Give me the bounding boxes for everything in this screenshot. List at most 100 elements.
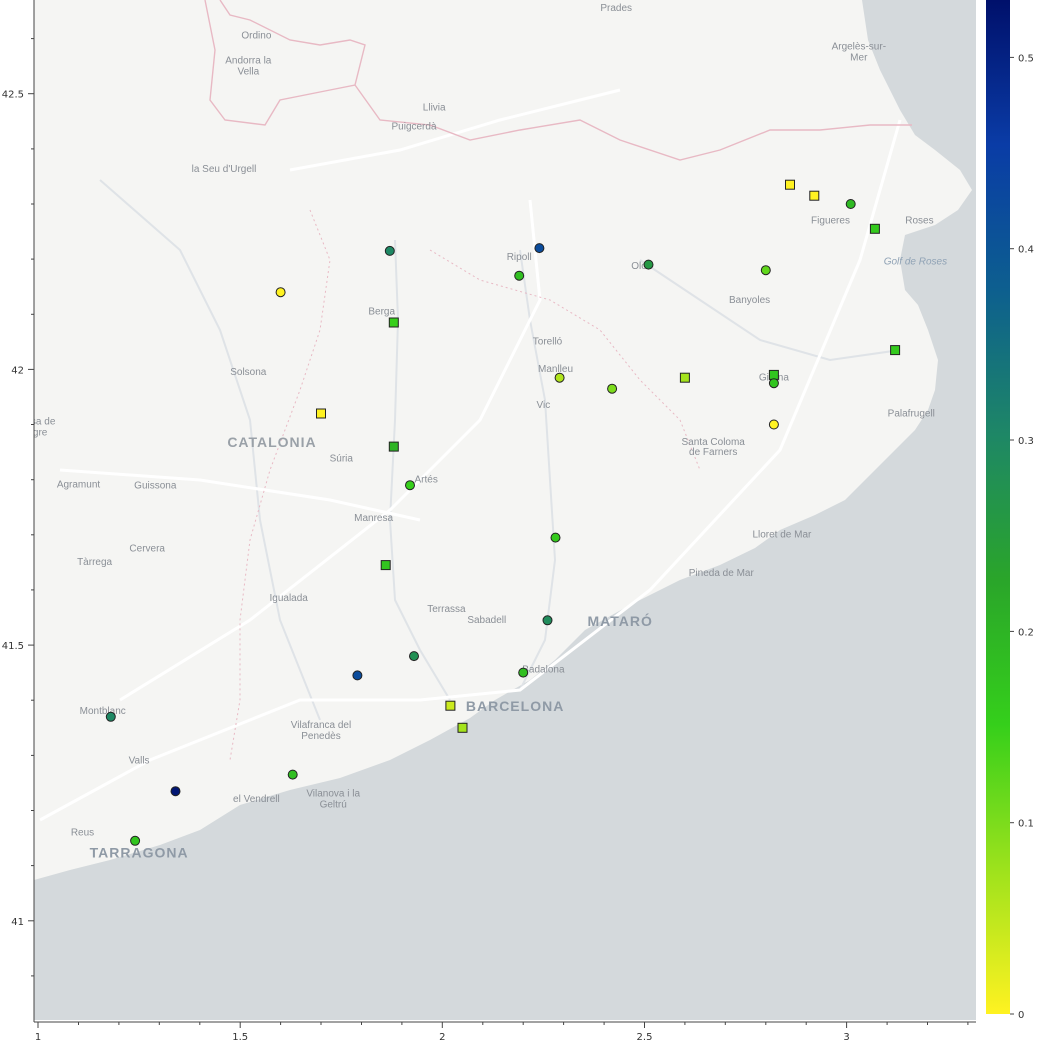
colorbar-tick-label: 0.5 (1018, 53, 1034, 64)
place-label: Tàrrega (77, 557, 112, 568)
station-marker-square[interactable] (768, 369, 779, 380)
station-marker-circle[interactable] (542, 615, 553, 626)
colorbar-tick-label: 0.4 (1018, 245, 1034, 256)
place-label: Artesa de (13, 417, 56, 428)
place-label: el Vendrell (233, 794, 280, 805)
station-marker-square[interactable] (785, 179, 795, 190)
place-label: Vic (537, 400, 551, 411)
colorbar-tick-label: 0.3 (1018, 436, 1034, 447)
station-marker-circle[interactable] (845, 199, 856, 209)
station-marker-circle[interactable] (287, 769, 298, 780)
station-marker-square[interactable] (316, 408, 326, 419)
station-marker-circle[interactable] (768, 419, 779, 430)
station-marker-square[interactable] (809, 190, 820, 201)
place-label: Vella (237, 66, 259, 77)
colorbar-tick-label: 0.2 (1018, 627, 1034, 638)
station-marker-square[interactable] (380, 560, 391, 571)
station-marker-square[interactable] (445, 700, 456, 711)
place-label: Guissona (134, 481, 177, 492)
station-marker-square[interactable] (679, 372, 690, 383)
place-label: Prades (600, 3, 632, 14)
station-marker-circle[interactable] (534, 243, 545, 254)
land-area (34, 0, 972, 880)
place-label: Pineda de Mar (689, 568, 755, 579)
place-label: Manresa (354, 513, 393, 524)
station-marker-square[interactable] (388, 441, 399, 452)
place-label: Manlleu (538, 364, 573, 375)
place-label: de Farners (689, 447, 737, 458)
place-label: TARRAGONA (90, 844, 189, 860)
y-tick-label: 41.5 (2, 641, 24, 652)
station-marker-circle[interactable] (760, 265, 771, 276)
place-label: Argelès-sur- (832, 42, 886, 53)
station-marker-circle[interactable] (384, 245, 395, 256)
x-tick-label: 1.5 (232, 1032, 248, 1043)
place-label: Montblanc (80, 706, 126, 717)
place-label: Puigcerdà (391, 122, 436, 133)
place-label: Andorra la (225, 55, 272, 66)
place-label: Artés (415, 474, 438, 485)
place-label: Segre (21, 428, 48, 439)
place-label: BARCELONA (466, 698, 564, 714)
place-label: Solsona (230, 367, 267, 378)
station-marker-circle[interactable] (643, 259, 654, 270)
place-label: Banyoles (729, 295, 770, 306)
station-marker-square[interactable] (890, 345, 901, 356)
place-label: Valls (129, 756, 150, 767)
place-label: Terrassa (427, 604, 466, 615)
place-label: Igualada (270, 593, 309, 604)
station-marker-circle[interactable] (130, 835, 141, 846)
station-marker-circle[interactable] (105, 711, 116, 722)
place-label: Olot (631, 261, 650, 272)
place-label: Roses (905, 215, 933, 226)
x-tick-label: 1 (35, 1032, 41, 1043)
place-label: Cervera (129, 543, 165, 554)
station-marker-circle[interactable] (409, 651, 419, 662)
station-marker-circle[interactable] (518, 667, 529, 678)
station-marker-circle[interactable] (405, 480, 415, 491)
place-label: Súria (330, 454, 354, 465)
road-network (39, 88, 902, 822)
station-marker-circle[interactable] (768, 378, 779, 389)
place-label: Reus (71, 827, 94, 838)
y-tick-label: 41 (11, 917, 24, 928)
place-label: Ripoll (507, 252, 532, 263)
national-border (204, 0, 912, 161)
place-label: Vilafranca del (291, 720, 351, 731)
province-border (229, 209, 701, 761)
station-marker-circle[interactable] (170, 786, 181, 797)
place-label: Figueres (811, 215, 850, 226)
station-marker-square[interactable] (869, 223, 880, 234)
place-label: Llivia (423, 102, 446, 113)
station-marker-circle[interactable] (352, 670, 363, 681)
y-tick-label: 42 (11, 365, 24, 376)
station-marker-square[interactable] (388, 317, 399, 328)
station-marker-circle[interactable] (514, 270, 525, 281)
place-label: Ordino (241, 31, 271, 42)
place-label: Vilanova i la (306, 789, 360, 800)
x-tick-label: 2 (439, 1032, 445, 1043)
station-marker-circle[interactable] (607, 383, 618, 394)
x-axis: 1 1.5 2 2.5 3 (34, 1021, 976, 1043)
place-label: Palafrugell (888, 408, 935, 419)
place-label: Torelló (533, 337, 563, 348)
place-label: Berga (368, 306, 395, 317)
place-label: MATARÓ (588, 612, 653, 629)
y-tick-label: 42.5 (2, 90, 24, 101)
colorbar-ticks: 0 0.1 0.2 0.3 0.4 0.5 (1010, 53, 1034, 1021)
place-label: Penedès (301, 731, 340, 742)
place-label: Mer (850, 53, 868, 64)
station-marker-circle[interactable] (550, 532, 561, 543)
place-label: Lloret de Mar (752, 530, 812, 541)
station-markers (105, 179, 901, 846)
place-label: Santa Coloma (682, 437, 746, 448)
colorbar-gradient (986, 0, 1010, 1014)
station-marker-square[interactable] (457, 722, 468, 733)
place-label: Badalona (522, 665, 565, 676)
station-marker-circle[interactable] (554, 372, 565, 383)
station-marker-circle[interactable] (275, 287, 286, 298)
x-tick-label: 2.5 (637, 1032, 653, 1043)
place-label: Geltrú (320, 800, 347, 811)
